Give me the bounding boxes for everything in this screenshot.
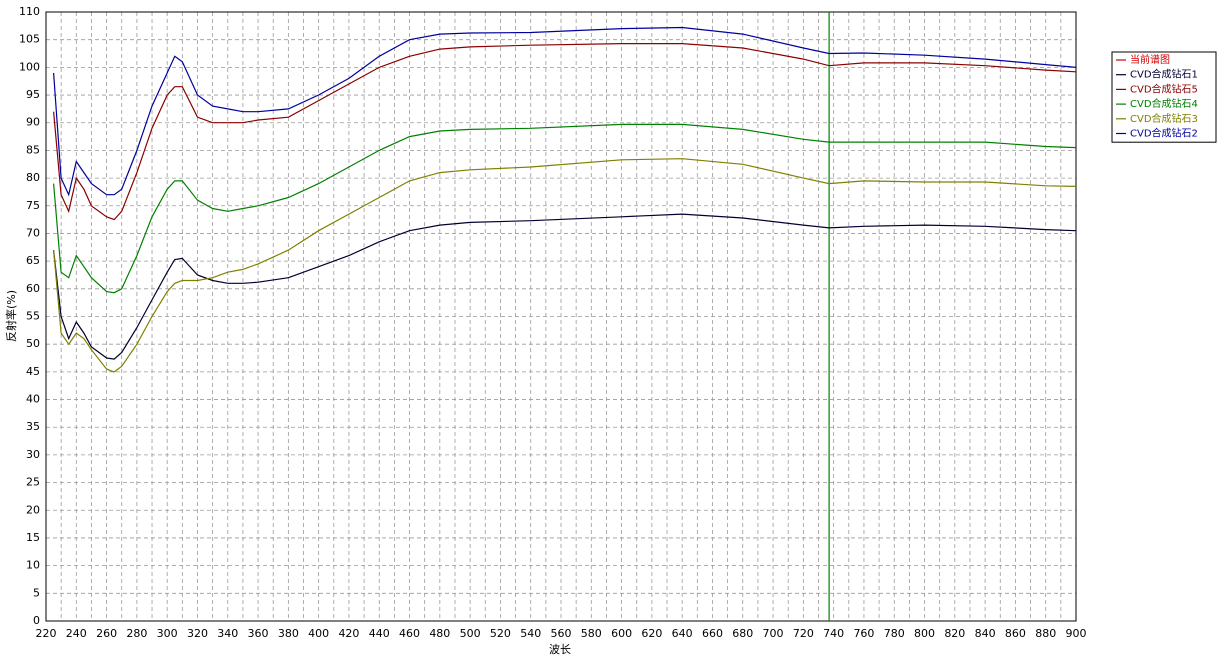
y-tick-label: 15 (26, 531, 40, 544)
x-tick-label: 780 (884, 627, 905, 640)
x-tick-label: 240 (66, 627, 87, 640)
y-tick-label: 40 (26, 393, 40, 406)
y-tick-label: 45 (26, 365, 40, 378)
x-tick-label: 360 (248, 627, 269, 640)
y-tick-label: 20 (26, 503, 40, 516)
x-tick-label: 500 (460, 627, 481, 640)
y-tick-label: 80 (26, 171, 40, 184)
y-axis-label: 反射率(%) (4, 290, 18, 342)
x-tick-label: 640 (672, 627, 693, 640)
y-tick-label: 105 (19, 33, 40, 46)
y-tick-label: 30 (26, 448, 40, 461)
x-tick-label: 280 (126, 627, 147, 640)
y-tick-label: 10 (26, 559, 40, 572)
x-tick-label: 520 (490, 627, 511, 640)
x-tick-label: 260 (96, 627, 117, 640)
x-tick-label: 800 (914, 627, 935, 640)
y-tick-label: 85 (26, 143, 40, 156)
x-tick-label: 460 (399, 627, 420, 640)
y-tick-label: 65 (26, 254, 40, 267)
x-tick-label: 880 (1035, 627, 1056, 640)
legend-label: 当前谱图 (1130, 53, 1170, 66)
y-tick-label: 95 (26, 88, 40, 101)
x-tick-label: 440 (369, 627, 390, 640)
x-tick-label: 860 (1005, 627, 1026, 640)
x-tick-label: 680 (732, 627, 753, 640)
x-tick-label: 420 (338, 627, 359, 640)
x-tick-label: 900 (1066, 627, 1087, 640)
x-tick-label: 400 (308, 627, 329, 640)
x-tick-label: 340 (217, 627, 238, 640)
y-tick-label: 60 (26, 282, 40, 295)
series-line (53, 43, 1077, 221)
x-tick-label: 600 (611, 627, 632, 640)
x-tick-label: 840 (975, 627, 996, 640)
x-tick-label: 300 (157, 627, 178, 640)
x-tick-label: 620 (641, 627, 662, 640)
series-line (53, 213, 1077, 360)
x-tick-label: 320 (187, 627, 208, 640)
x-tick-label: 760 (853, 627, 874, 640)
legend-label: CVD合成钻石4 (1130, 97, 1198, 110)
x-axis-label: 波长 (549, 643, 571, 656)
y-tick-label: 50 (26, 337, 40, 350)
y-tick-label: 70 (26, 226, 40, 239)
y-tick-label: 0 (33, 614, 40, 627)
x-tick-label: 660 (702, 627, 723, 640)
legend-label: CVD合成钻石5 (1130, 82, 1198, 95)
series-line (53, 158, 1077, 373)
legend-label: CVD合成钻石1 (1130, 68, 1198, 81)
y-tick-label: 55 (26, 310, 40, 323)
plot-frame (45, 11, 1077, 622)
x-tick-label: 380 (278, 627, 299, 640)
x-tick-label: 480 (429, 627, 450, 640)
y-tick-label: 35 (26, 420, 40, 433)
legend-label: CVD合成钻石3 (1130, 112, 1198, 125)
legend-box (1111, 51, 1217, 143)
y-tick-label: 25 (26, 476, 40, 489)
x-tick-label: 540 (520, 627, 541, 640)
series-line (53, 123, 1077, 294)
x-tick-label: 220 (36, 627, 57, 640)
x-tick-label: 740 (823, 627, 844, 640)
y-tick-label: 75 (26, 199, 40, 212)
y-tick-label: 100 (19, 60, 40, 73)
y-tick-label: 90 (26, 116, 40, 129)
x-tick-label: 700 (763, 627, 784, 640)
x-tick-label: 720 (793, 627, 814, 640)
legend-label: CVD合成钻石2 (1130, 127, 1198, 140)
y-tick-label: 5 (33, 586, 40, 599)
series-line (53, 26, 1077, 197)
x-tick-label: 560 (551, 627, 572, 640)
y-tick-label: 110 (19, 5, 40, 18)
x-tick-label: 580 (581, 627, 602, 640)
x-tick-label: 820 (944, 627, 965, 640)
